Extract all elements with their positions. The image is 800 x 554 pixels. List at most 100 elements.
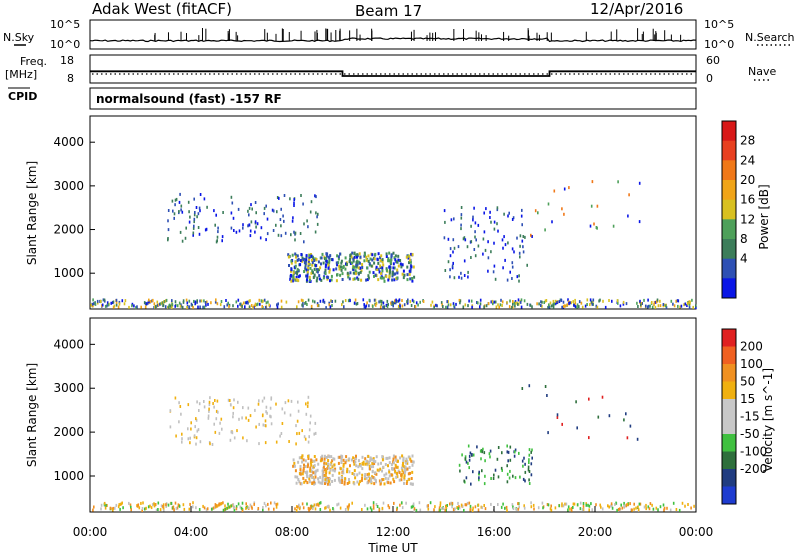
power-echo <box>408 269 411 273</box>
velocity-echo <box>174 396 177 400</box>
velocity-echo <box>585 503 588 507</box>
power-echo <box>315 195 317 199</box>
power-echo <box>520 214 523 218</box>
power-echo <box>303 270 306 273</box>
velocity-echo <box>313 432 315 436</box>
velocity-echo <box>375 480 377 484</box>
velocity-echo <box>352 460 355 463</box>
power-colorbar-label: Power [dB] <box>757 184 771 249</box>
power-echo <box>357 271 360 275</box>
velocity-echo <box>600 505 602 509</box>
power-echo <box>314 194 316 198</box>
power-echo <box>519 244 521 248</box>
velocity-echo <box>675 508 678 511</box>
velocity-echo <box>293 461 296 465</box>
velocity-echo <box>323 457 326 461</box>
power-echo <box>695 306 697 309</box>
power-echo <box>409 260 412 264</box>
power-echo <box>653 303 655 307</box>
power-echo <box>396 260 398 264</box>
velocity-colorbar-segment <box>722 364 736 382</box>
velocity-echo <box>506 480 509 484</box>
velocity-echo <box>269 406 272 410</box>
power-echo <box>294 260 297 264</box>
power-echo <box>356 302 359 305</box>
power-echo <box>290 269 292 273</box>
velocity-echo <box>409 471 411 475</box>
power-echo <box>355 302 358 306</box>
power-echo <box>444 269 447 272</box>
velocity-echo <box>218 502 221 506</box>
velocity-echo <box>398 478 401 482</box>
velocity-echo <box>572 506 574 509</box>
power-echo <box>352 267 355 271</box>
power-echo <box>459 301 461 305</box>
velocity-echo <box>218 431 221 435</box>
velocity-echo <box>236 429 238 433</box>
freq-panel-frame <box>89 54 697 84</box>
velocity-echo <box>169 425 172 429</box>
velocity-echo <box>329 508 331 512</box>
velocity-echo <box>380 461 382 465</box>
velocity-echo <box>296 505 298 509</box>
power-echo <box>394 254 397 258</box>
velocity-echo <box>196 429 199 433</box>
velocity-echo <box>342 464 345 468</box>
power-echo <box>504 243 507 247</box>
velocity-echo <box>481 506 484 510</box>
velocity-echo <box>298 503 300 507</box>
velocity-echo <box>295 442 297 446</box>
velocity-echo <box>232 503 235 507</box>
velocity-echo <box>261 414 264 418</box>
power-echo <box>490 220 492 224</box>
power-echo <box>401 304 404 308</box>
power-echo <box>144 305 147 309</box>
power-echo <box>245 301 248 305</box>
power-echo <box>407 256 410 260</box>
velocity-echo <box>273 501 276 505</box>
power-echo <box>315 279 318 283</box>
power-echo <box>305 254 308 258</box>
power-echo <box>221 239 223 243</box>
time-x-axis: 00:00 04:00 08:00 12:00 16:00 20:00 00:00 <box>73 506 713 539</box>
power-echo <box>409 300 412 304</box>
velocity-echo <box>297 409 300 413</box>
power-echo <box>411 277 414 280</box>
velocity-echo <box>506 450 509 454</box>
velocity-echo <box>328 477 331 481</box>
power-echo <box>520 298 523 302</box>
velocity-echo <box>303 435 306 439</box>
power-echo <box>163 300 166 303</box>
power-echo <box>443 236 446 240</box>
velocity-echo <box>378 469 381 473</box>
velocity-echo <box>215 417 218 421</box>
velocity-echo <box>401 469 404 473</box>
velocity-echo <box>500 505 503 509</box>
velocity-echo <box>402 458 405 462</box>
power-echo <box>307 298 310 302</box>
velocity-echo <box>178 504 181 508</box>
power-echo <box>313 259 316 262</box>
power-echo <box>508 305 511 309</box>
power-echo <box>334 299 337 303</box>
velocity-echo <box>451 501 454 505</box>
power-echo <box>509 299 511 303</box>
power-echo <box>237 304 239 308</box>
velocity-echo <box>554 506 557 510</box>
velocity-echo <box>636 437 639 441</box>
power-echo <box>197 305 199 309</box>
velocity-echo <box>368 472 370 476</box>
power-echo <box>375 301 378 305</box>
power-echo <box>514 304 516 308</box>
velocity-echo <box>265 405 268 409</box>
power-echo <box>468 299 470 303</box>
velocity-echo <box>579 501 582 505</box>
power-echo <box>310 271 313 275</box>
power-echo <box>263 298 266 302</box>
velocity-echo <box>208 400 211 404</box>
velocity-echo <box>452 508 455 512</box>
x-tick-label: 08:00 <box>275 525 310 539</box>
velocity-echo <box>458 505 460 509</box>
power-echo <box>178 200 181 204</box>
power-echo <box>464 303 467 307</box>
